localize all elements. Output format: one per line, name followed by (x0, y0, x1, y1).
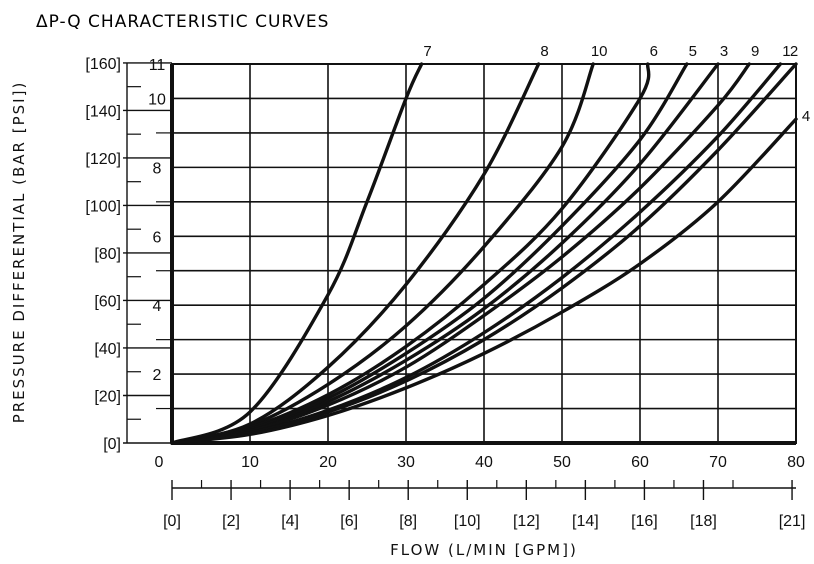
x-tick-label: 60 (631, 454, 649, 471)
gpm-tick-label: [2] (222, 513, 240, 530)
curve-label-10: 10 (591, 43, 608, 60)
gpm-tick-label: [16] (631, 513, 658, 530)
axes (123, 62, 796, 500)
psi-tick-label: [0] (103, 436, 121, 453)
bar-tick-label: 11 (149, 57, 166, 74)
gpm-tick-label: [10] (454, 513, 481, 530)
x-tick-label: 80 (787, 454, 805, 471)
bar-tick-label: 8 (153, 160, 162, 177)
bar-tick-label: 10 (148, 91, 166, 108)
psi-tick-label: [40] (94, 341, 121, 358)
x-tick-label: 40 (475, 454, 493, 471)
curve-label-2: 2 (790, 43, 798, 60)
gpm-tick-label: [12] (513, 513, 540, 530)
gpm-tick-label: [21] (779, 513, 806, 530)
psi-tick-label: [140] (85, 103, 121, 120)
curve-label-5: 5 (689, 43, 697, 60)
bar-tick-label: 4 (153, 298, 162, 315)
y-axis-title: PRESSURE DIFFERENTIAL (BAR [PSI]) (10, 81, 28, 424)
x-tick-label: 10 (241, 454, 259, 471)
bar-tick-label: 2 (153, 367, 162, 384)
psi-tick-label: [100] (85, 198, 121, 215)
gpm-tick-label: [6] (340, 513, 358, 530)
curve-2 (170, 62, 798, 445)
chart-title: ΔP-Q CHARACTERISTIC CURVES (36, 12, 329, 32)
curve-label-9: 9 (751, 43, 759, 60)
bar-tick-label: 6 (153, 229, 162, 246)
curve-3 (170, 62, 720, 445)
labels: [0] [20] [40] [60] [80] [100] [120] [140] [160] 2… (85, 43, 810, 530)
curve-10 (170, 62, 595, 445)
x-tick-label: 50 (553, 454, 571, 471)
x-tick-label: 70 (709, 454, 727, 471)
gpm-tick-label: [14] (572, 513, 599, 530)
curve-4 (170, 117, 798, 445)
curve-label-1: 1 (782, 43, 790, 60)
curve-6 (170, 62, 651, 445)
gpm-tick-label: [18] (690, 513, 717, 530)
curve-9 (170, 62, 751, 445)
x-tick-label: 20 (319, 454, 337, 471)
x-tick-label: 0 (155, 454, 164, 471)
curve-label-4: 4 (802, 108, 810, 125)
curve-label-8: 8 (540, 43, 548, 60)
curve-label-7: 7 (423, 43, 431, 60)
x-axis-title: FLOW (L/MIN [GPM]) (390, 541, 578, 559)
gpm-tick-label: [8] (399, 513, 417, 530)
psi-tick-label: [20] (94, 388, 121, 405)
psi-tick-label: [80] (94, 246, 121, 263)
psi-tick-label: [60] (94, 293, 121, 310)
curve-7 (170, 62, 424, 445)
psi-tick-label: [160] (85, 56, 121, 73)
gpm-tick-label: [0] (163, 513, 181, 530)
curves (170, 62, 798, 445)
x-tick-label: 30 (397, 454, 415, 471)
curve-5 (170, 62, 689, 445)
curve-label-3: 3 (720, 43, 728, 60)
gpm-tick-label: [4] (281, 513, 299, 530)
psi-tick-label: [120] (85, 151, 121, 168)
curve-label-6: 6 (650, 43, 658, 60)
